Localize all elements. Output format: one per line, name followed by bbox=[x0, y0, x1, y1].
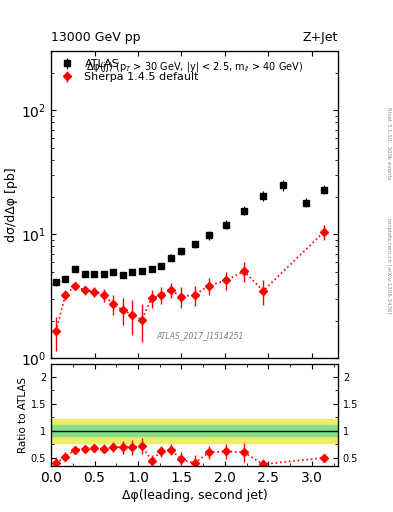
Legend: ATLAS, Sherpa 1.4.5 default: ATLAS, Sherpa 1.4.5 default bbox=[54, 55, 203, 87]
Y-axis label: Ratio to ATLAS: Ratio to ATLAS bbox=[18, 377, 28, 453]
X-axis label: Δφ(leading, second jet): Δφ(leading, second jet) bbox=[122, 489, 267, 502]
Y-axis label: dσ/dΔφ [pb]: dσ/dΔφ [pb] bbox=[5, 167, 18, 242]
Text: Rivet 3.1.10,  300k events: Rivet 3.1.10, 300k events bbox=[386, 107, 391, 180]
Text: Δφ(jj) (p$_T$ > 30 GeV, |y| < 2.5, m$_{ll}$ > 40 GeV): Δφ(jj) (p$_T$ > 30 GeV, |y| < 2.5, m$_{l… bbox=[86, 60, 303, 74]
Text: mcplots.cern.ch [arXiv:1306.3436]: mcplots.cern.ch [arXiv:1306.3436] bbox=[386, 219, 391, 314]
Text: ATLAS_2017_I1514251: ATLAS_2017_I1514251 bbox=[156, 331, 244, 340]
Text: Z+Jet: Z+Jet bbox=[303, 31, 338, 44]
Text: 13000 GeV pp: 13000 GeV pp bbox=[51, 31, 141, 44]
